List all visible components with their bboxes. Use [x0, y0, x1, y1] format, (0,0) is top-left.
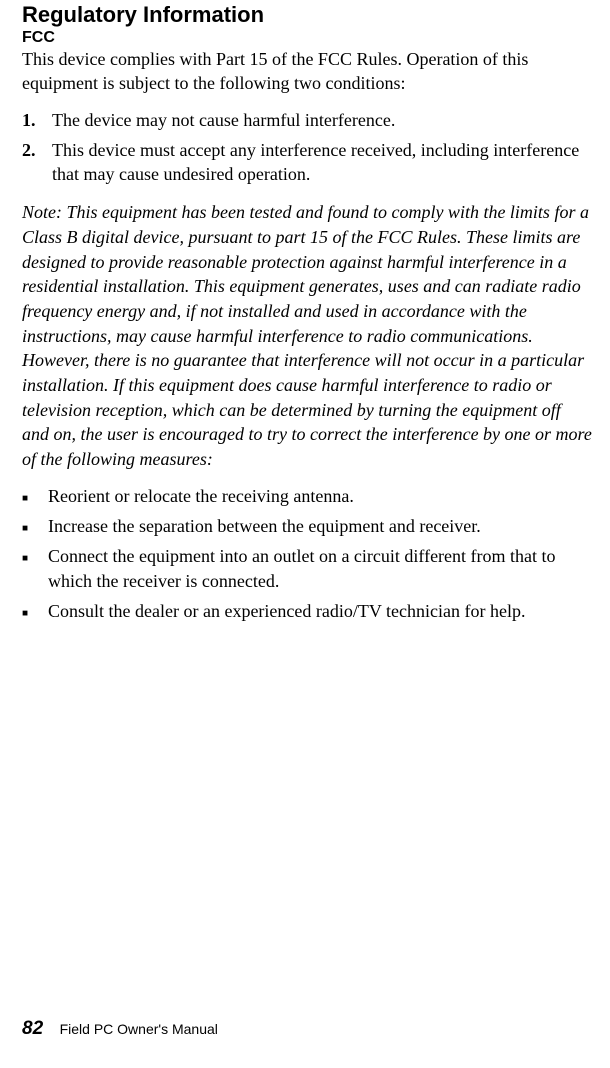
list-item: ■ Reorient or relocate the receiving ant… [22, 484, 592, 508]
list-item: ■ Increase the separation between the eq… [22, 514, 592, 538]
item-text: The device may not cause harmful interfe… [52, 108, 395, 132]
list-item: 1. The device may not cause harmful inte… [22, 108, 592, 132]
page-number: 82 [22, 1018, 43, 1039]
page-footer: 82 Field PC Owner's Manual [22, 1018, 218, 1040]
note-paragraph: Note: This equipment has been tested and… [22, 200, 592, 471]
fcc-subheading: FCC [22, 29, 592, 47]
list-item: ■ Consult the dealer or an experienced r… [22, 599, 592, 623]
measures-list: ■ Reorient or relocate the receiving ant… [22, 484, 592, 623]
item-number: 1. [22, 108, 52, 132]
regulatory-heading: Regulatory Information [22, 2, 592, 28]
item-number: 2. [22, 138, 52, 187]
item-text: Consult the dealer or an experienced rad… [48, 599, 525, 623]
item-text: Connect the equipment into an outlet on … [48, 544, 592, 593]
manual-title: Field PC Owner's Manual [60, 1021, 218, 1037]
item-text: Reorient or relocate the receiving anten… [48, 484, 354, 508]
bullet-icon: ■ [22, 514, 48, 538]
item-text: This device must accept any interference… [52, 138, 592, 187]
conditions-list: 1. The device may not cause harmful inte… [22, 108, 592, 187]
list-item: ■ Connect the equipment into an outlet o… [22, 544, 592, 593]
bullet-icon: ■ [22, 544, 48, 593]
intro-paragraph: This device complies with Part 15 of the… [22, 47, 592, 96]
list-item: 2. This device must accept any interfere… [22, 138, 592, 187]
item-text: Increase the separation between the equi… [48, 514, 481, 538]
bullet-icon: ■ [22, 599, 48, 623]
bullet-icon: ■ [22, 484, 48, 508]
